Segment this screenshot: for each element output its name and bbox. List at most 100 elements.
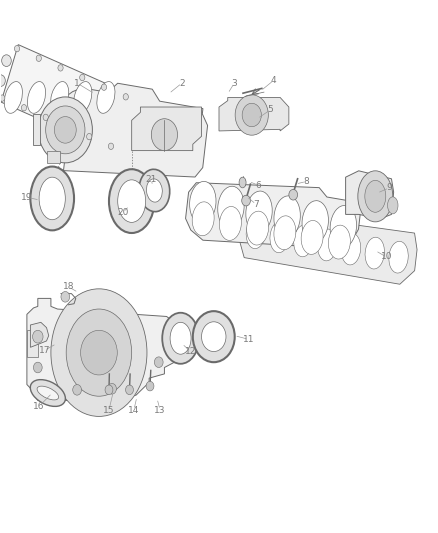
Ellipse shape — [80, 74, 85, 80]
Polygon shape — [27, 330, 38, 357]
Ellipse shape — [118, 180, 146, 222]
Ellipse shape — [126, 385, 134, 394]
Text: 8: 8 — [304, 177, 309, 186]
Ellipse shape — [318, 229, 337, 261]
Ellipse shape — [294, 225, 313, 257]
Ellipse shape — [30, 379, 65, 406]
Ellipse shape — [46, 106, 85, 154]
Ellipse shape — [39, 177, 65, 220]
Polygon shape — [132, 107, 201, 151]
Text: 4: 4 — [271, 76, 276, 85]
Ellipse shape — [192, 202, 214, 236]
Ellipse shape — [51, 289, 147, 416]
Ellipse shape — [33, 362, 42, 373]
Ellipse shape — [108, 383, 117, 394]
Ellipse shape — [65, 124, 70, 130]
Text: 3: 3 — [231, 78, 237, 87]
Ellipse shape — [246, 217, 265, 248]
Ellipse shape — [219, 206, 241, 240]
Ellipse shape — [2, 55, 11, 67]
Text: 13: 13 — [154, 406, 166, 415]
Ellipse shape — [109, 169, 154, 233]
Ellipse shape — [388, 197, 398, 214]
Ellipse shape — [58, 64, 63, 71]
Ellipse shape — [4, 82, 22, 114]
Ellipse shape — [50, 82, 69, 114]
Polygon shape — [219, 98, 289, 131]
Ellipse shape — [270, 221, 290, 253]
Ellipse shape — [43, 114, 48, 120]
Text: 9: 9 — [386, 183, 392, 192]
Ellipse shape — [32, 330, 43, 343]
Ellipse shape — [341, 233, 360, 265]
Polygon shape — [186, 183, 360, 249]
Ellipse shape — [358, 171, 393, 222]
Polygon shape — [346, 171, 394, 219]
Ellipse shape — [151, 119, 177, 151]
Ellipse shape — [37, 386, 59, 400]
Ellipse shape — [105, 385, 113, 394]
Ellipse shape — [247, 211, 268, 245]
Text: 12: 12 — [185, 347, 196, 356]
Ellipse shape — [162, 313, 199, 364]
Ellipse shape — [190, 181, 216, 224]
Ellipse shape — [66, 309, 132, 396]
Ellipse shape — [14, 45, 20, 52]
Ellipse shape — [246, 191, 272, 233]
Ellipse shape — [365, 180, 386, 212]
Ellipse shape — [274, 216, 296, 249]
Ellipse shape — [61, 292, 70, 302]
Ellipse shape — [289, 189, 297, 200]
Ellipse shape — [193, 311, 235, 362]
Text: 2: 2 — [179, 78, 185, 87]
Ellipse shape — [101, 84, 106, 91]
Text: 7: 7 — [253, 200, 259, 209]
Ellipse shape — [242, 195, 251, 206]
Ellipse shape — [146, 179, 162, 202]
Text: 11: 11 — [243, 335, 254, 344]
Polygon shape — [56, 83, 208, 177]
Ellipse shape — [301, 221, 323, 254]
Text: 1: 1 — [74, 78, 80, 87]
Text: 20: 20 — [117, 208, 129, 217]
Ellipse shape — [74, 82, 92, 114]
Text: 5: 5 — [268, 105, 273, 114]
Ellipse shape — [36, 55, 42, 61]
Ellipse shape — [123, 94, 128, 100]
Ellipse shape — [235, 95, 268, 135]
Text: 17: 17 — [39, 346, 50, 355]
Text: 6: 6 — [255, 181, 261, 190]
Ellipse shape — [97, 82, 115, 114]
Polygon shape — [46, 151, 60, 163]
Text: 21: 21 — [146, 175, 157, 184]
Polygon shape — [27, 298, 174, 400]
Ellipse shape — [0, 75, 5, 86]
Ellipse shape — [146, 381, 154, 391]
Ellipse shape — [87, 133, 92, 140]
Text: 16: 16 — [33, 402, 45, 411]
Ellipse shape — [302, 201, 328, 243]
Ellipse shape — [0, 95, 5, 101]
Ellipse shape — [274, 196, 300, 238]
Ellipse shape — [239, 177, 246, 188]
Ellipse shape — [365, 237, 385, 269]
Text: 18: 18 — [63, 282, 74, 291]
Ellipse shape — [30, 166, 74, 230]
Ellipse shape — [108, 143, 113, 149]
Polygon shape — [33, 115, 40, 146]
Text: 15: 15 — [103, 406, 115, 415]
Ellipse shape — [73, 384, 81, 395]
Polygon shape — [1, 45, 127, 150]
Ellipse shape — [139, 169, 170, 212]
Ellipse shape — [389, 241, 408, 273]
Ellipse shape — [328, 225, 350, 259]
Ellipse shape — [330, 206, 357, 248]
Ellipse shape — [28, 82, 46, 114]
Ellipse shape — [21, 104, 27, 111]
Ellipse shape — [54, 117, 76, 143]
Ellipse shape — [38, 97, 92, 163]
Ellipse shape — [81, 330, 117, 375]
Polygon shape — [238, 210, 417, 284]
Text: 14: 14 — [128, 406, 140, 415]
Text: 10: 10 — [381, 253, 392, 261]
